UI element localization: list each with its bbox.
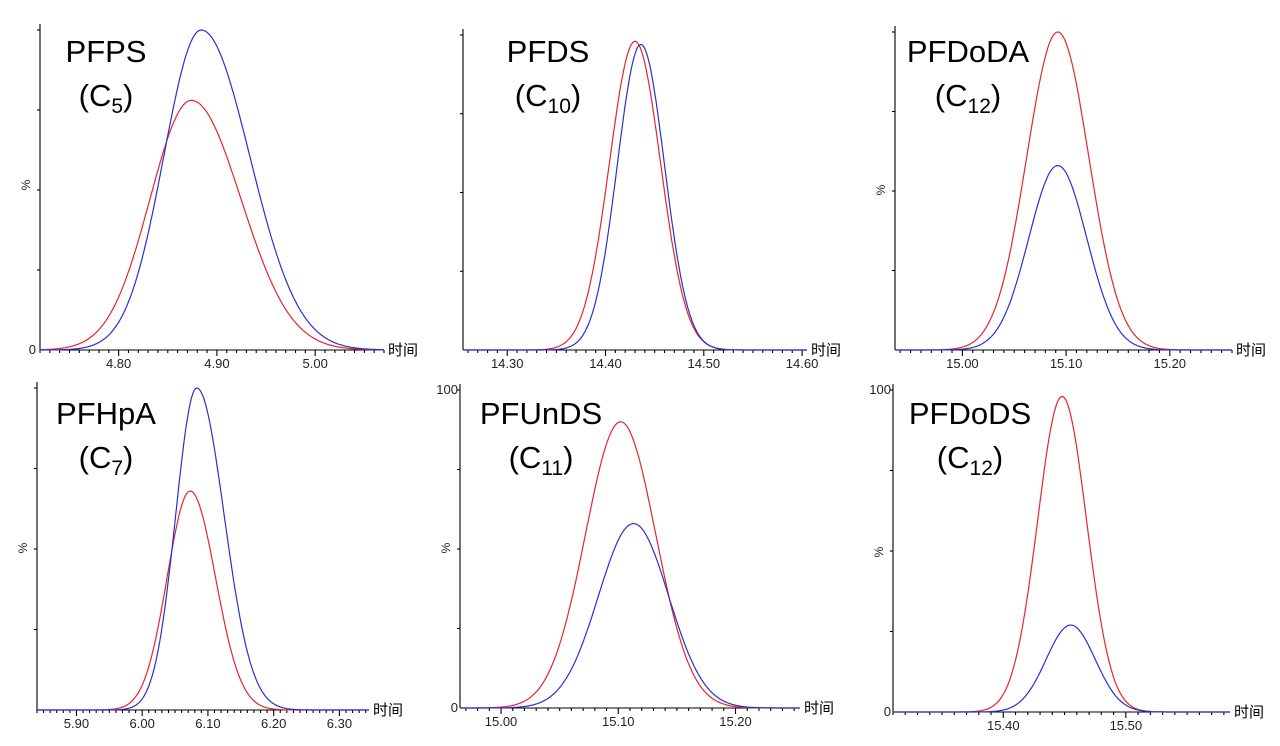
trace-blue-line (460, 522, 800, 709)
x-axis-label: 时间 (373, 702, 403, 719)
carbon-subscript: 12 (968, 95, 991, 118)
carbon-suffix: ) (563, 440, 573, 475)
compound-name: PFDoDS (909, 396, 1031, 431)
x-tick-label: 15.20 (719, 714, 752, 729)
compound-name: PFDS (507, 34, 590, 69)
y-axis-label: % (16, 542, 30, 553)
x-tick-label: 6.20 (261, 716, 286, 731)
carbon-prefix: (C (935, 78, 968, 113)
y-axis-label: % (439, 542, 453, 553)
y-axis-label: % (874, 184, 888, 195)
x-tick-label: 5.00 (303, 356, 328, 371)
x-tick-label: 15.10 (1050, 356, 1083, 371)
x-axis-label: 时间 (1234, 704, 1264, 721)
x-tick-label: 15.40 (987, 718, 1020, 733)
x-tick-label: 14.30 (491, 356, 524, 371)
chromatogram-panel-pfdods: 15.40 15.50 100 0 时间% PFDoDS (C12) (869, 382, 1264, 733)
carbon-subscript: 12 (970, 457, 993, 480)
x-tick-label: 6.10 (195, 716, 220, 731)
x-tick-label: 15.00 (485, 714, 518, 729)
compound-name: PFHpA (56, 396, 156, 431)
carbon-chain-label: (C5) (79, 78, 134, 118)
carbon-chain-label: (C10) (515, 78, 581, 118)
carbon-prefix: (C (937, 440, 970, 475)
x-axis-label: 时间 (804, 700, 834, 717)
trace-red-line (40, 99, 384, 351)
x-axis-label: 时间 (1236, 342, 1266, 359)
carbon-subscript: 10 (548, 95, 571, 118)
carbon-subscript: 7 (111, 457, 123, 480)
x-tick-label: 15.20 (1154, 356, 1187, 371)
x-tick-label: 6.30 (327, 716, 352, 731)
carbon-subscript: 5 (111, 95, 123, 118)
carbon-subscript: 11 (541, 457, 563, 480)
y-axis-label: % (19, 179, 33, 190)
carbon-suffix: ) (123, 78, 133, 113)
trace-blue-line (893, 624, 1230, 713)
chromatogram-panel-pfunds: 15.00 15.10 15.20 100 0 时间% PFUnDS (C11) (436, 382, 834, 729)
carbon-prefix: (C (79, 78, 112, 113)
trace-blue-line (37, 387, 369, 711)
y-tick-label: 100 (436, 382, 458, 397)
y-tick-label: 0 (884, 704, 891, 719)
trace-blue-line (463, 43, 807, 351)
carbon-suffix: ) (991, 78, 1001, 113)
compound-name: PFPS (66, 34, 147, 69)
x-tick-label: 14.60 (786, 356, 819, 371)
x-tick-label: 14.50 (688, 356, 721, 371)
chromatogram-panel-pfhpa: 5.90 6.00 6.10 6.20 6.30 时间% PFHpA (C7) (16, 382, 403, 731)
carbon-suffix: ) (571, 78, 581, 113)
carbon-chain-label: (C12) (935, 78, 1001, 118)
y-tick-label: 100 (869, 382, 891, 397)
trace-red-line (460, 421, 800, 709)
x-axis-label: 时间 (388, 342, 418, 359)
trace-blue-line (895, 165, 1232, 351)
y-tick-label: 0 (451, 700, 458, 715)
carbon-chain-label: (C12) (937, 440, 1003, 480)
x-tick-label: 4.80 (106, 356, 131, 371)
carbon-prefix: (C (79, 440, 112, 475)
carbon-suffix: ) (123, 440, 133, 475)
x-tick-label: 14.40 (589, 356, 622, 371)
compound-name: PFDoDA (907, 34, 1030, 69)
x-tick-label: 15.50 (1110, 718, 1143, 733)
chromatogram-panel-pfdoda: 15.00 15.10 15.20 时间% PFDoDA (C12) (874, 26, 1266, 371)
carbon-prefix: (C (515, 78, 548, 113)
x-axis-label: 时间 (811, 342, 841, 359)
y-axis-label: % (872, 546, 886, 557)
y-tick-label: 0 (29, 342, 36, 357)
x-tick-label: 6.00 (130, 716, 155, 731)
carbon-chain-label: (C7) (79, 440, 134, 480)
chromatogram-panel-pfps: 4.80 4.90 5.00 0 时间% PFPS (C5) (19, 24, 418, 371)
trace-red-line (37, 490, 369, 711)
x-tick-label: 15.00 (946, 356, 979, 371)
carbon-suffix: ) (993, 440, 1003, 475)
carbon-prefix: (C (509, 440, 542, 475)
x-tick-label: 4.90 (204, 356, 229, 371)
x-tick-label: 5.90 (64, 716, 89, 731)
trace-blue-line (40, 29, 384, 351)
compound-name: PFUnDS (480, 396, 602, 431)
carbon-chain-label: (C11) (509, 440, 574, 480)
x-tick-label: 15.10 (602, 714, 635, 729)
